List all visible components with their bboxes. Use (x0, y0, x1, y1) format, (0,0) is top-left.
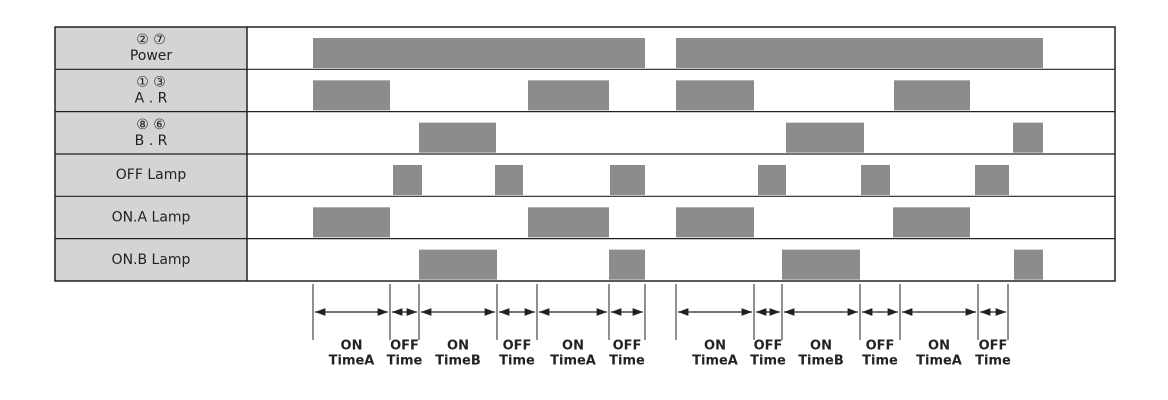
signal-bar (528, 80, 609, 111)
signal-bar (676, 207, 754, 238)
row-label: OFF Lamp (116, 167, 187, 183)
signal-bar (1013, 122, 1043, 153)
interval-label: OFF (613, 339, 642, 354)
interval-label: Time (387, 354, 423, 369)
row-label: ② ⑦ (136, 32, 166, 48)
signal-bar (609, 249, 645, 280)
interval-label: ON (704, 339, 726, 354)
interval-label: TimeB (798, 354, 844, 369)
signal-bar (1014, 249, 1043, 280)
interval-label: TimeA (550, 354, 596, 369)
row-label: B . R (135, 133, 168, 149)
signal-bar (894, 80, 970, 111)
row-label: ⑧ ⑥ (136, 117, 166, 133)
interval-label: OFF (979, 339, 1008, 354)
row-label: ON.A Lamp (112, 209, 191, 225)
signal-bar (528, 207, 609, 238)
interval-label: Time (975, 354, 1011, 369)
signal-bar (861, 164, 890, 195)
interval-label: Time (609, 354, 645, 369)
interval-label: ON (562, 339, 584, 354)
signal-bar (313, 38, 645, 68)
signal-bar (758, 164, 786, 195)
interval-label: TimeA (916, 354, 962, 369)
signal-bar (782, 249, 860, 280)
signal-bar (676, 80, 754, 111)
interval-label: Time (862, 354, 898, 369)
signal-bar (419, 122, 496, 153)
signal-bar (495, 164, 523, 195)
signal-bar (786, 122, 864, 153)
interval-label: OFF (754, 339, 783, 354)
signal-bar (313, 207, 390, 238)
signal-bar (610, 164, 645, 195)
row-label: ① ③ (136, 74, 166, 90)
interval-label: ON (928, 339, 950, 354)
signal-bar (975, 164, 1009, 195)
signal-bar (419, 249, 497, 280)
interval-label: ON (341, 339, 363, 354)
interval-label: Time (750, 354, 786, 369)
row-label: A . R (135, 90, 168, 106)
interval-label: TimeA (329, 354, 375, 369)
signal-bar (893, 207, 970, 238)
interval-label: OFF (866, 339, 895, 354)
interval-label: TimeB (435, 354, 481, 369)
signal-bar (393, 164, 422, 195)
interval-label: ON (810, 339, 832, 354)
interval-label: Time (499, 354, 535, 369)
interval-label: TimeA (692, 354, 738, 369)
signal-bar (676, 38, 1043, 68)
row-label: Power (130, 48, 173, 64)
interval-label: OFF (390, 339, 419, 354)
interval-label: OFF (503, 339, 532, 354)
signal-bar (313, 80, 390, 111)
row-label: ON.B Lamp (112, 252, 191, 268)
interval-label: ON (447, 339, 469, 354)
